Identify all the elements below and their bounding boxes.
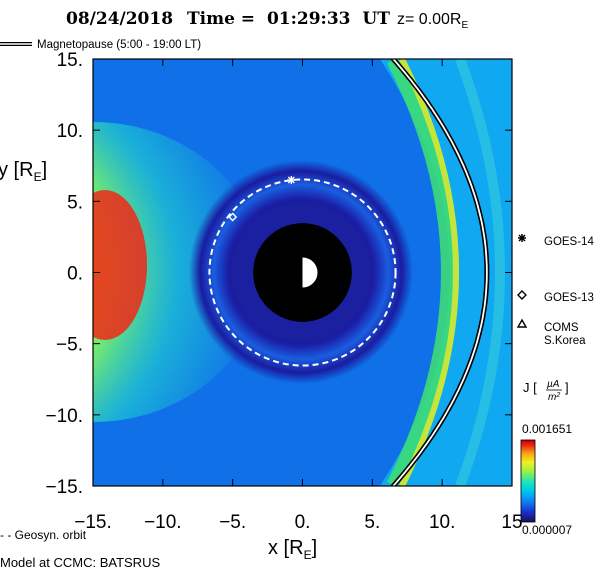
y-tick-label: 10. [57, 121, 83, 142]
geosyn-orbit-circle [208, 178, 397, 367]
field-magnetopause-band [386, 59, 459, 486]
colorbar-min: 0.000007 [522, 523, 572, 537]
diamond-icon [517, 290, 527, 300]
colorbar-label: J [ [523, 380, 537, 395]
magnetopause-line-inner [392, 59, 488, 486]
asterisk-icon [518, 234, 526, 242]
legend-coms: COMS S.Korea [516, 318, 586, 347]
y-tick-label: −15. [45, 477, 83, 498]
x-tick-label: −15. [74, 512, 112, 533]
earth-icon [286, 256, 319, 289]
colorbar-unit-den: m2 [548, 392, 560, 403]
y-tick-label: −10. [45, 406, 83, 427]
model-credit: Model at CCMC: BATSRUS [0, 555, 160, 570]
title-time-label: Time = [187, 9, 255, 29]
magnetopause-legend: Magnetopause (5:00 - 19:00 LT) [0, 39, 201, 51]
title-z: z= 0.00RE [397, 11, 468, 31]
y-axis-label: y [RE] [0, 159, 47, 184]
earth-night-side [286, 256, 303, 289]
colorbar-unit-num: µA [547, 379, 560, 390]
chart-title: 08/24/2018 Time = 01:29:33 UT [66, 9, 390, 29]
x-tick-label: 15 [501, 512, 522, 533]
legend-goes-13-label: GOES-13 [544, 292, 594, 304]
legend-goes-14: GOES-14 [518, 234, 594, 248]
legend-coms-label-2: S.Korea [544, 335, 586, 347]
colorbar-max: 0.001651 [522, 422, 572, 436]
x-tick-label: 5. [364, 512, 380, 533]
geosyn-orbit-legend: - - Geosyn. orbit [0, 528, 87, 542]
title-time-value: 01:29:33 [267, 9, 351, 29]
y-tick-label: −5. [56, 335, 83, 356]
satellite-legend: GOES-14 GOES-13 COMS S.Korea [516, 234, 594, 347]
x-tick-label: −5. [219, 512, 246, 533]
colorbar-label-close: ] [565, 380, 569, 395]
y-tick-label: 15. [57, 50, 83, 71]
field-magnetopause-core [399, 59, 459, 486]
y-tick-label: 0. [67, 264, 83, 285]
legend-goes-14-label: GOES-14 [544, 236, 594, 248]
heatmap-field [93, 59, 512, 486]
triangle-icon [516, 318, 528, 328]
field-outer-band [455, 59, 505, 486]
field-sheath-band [380, 59, 512, 486]
goes-14-marker [287, 175, 296, 184]
x-tick-label: 10. [429, 512, 455, 533]
title-time-unit: UT [362, 9, 390, 29]
x-axis-label: x [RE] [268, 537, 317, 562]
colorbar-gradient [520, 439, 536, 523]
legend-coms-label: COMS [544, 322, 579, 334]
colorbar: J [ µA m2 ] 0.001651 0.000007 [520, 379, 572, 537]
legend-goes-13: GOES-13 [517, 290, 594, 304]
goes-13-marker [228, 212, 238, 222]
y-tick-label: 5. [67, 192, 83, 213]
field-dayside-core [93, 190, 147, 340]
x-tick-label: −10. [144, 512, 182, 533]
goes-14-asterisk-stroke [287, 176, 295, 184]
x-axis-ticks: −15. −10. −5. 0. 5. 10. 15 [74, 59, 523, 533]
y-axis-ticks: 15. 10. 5. 0. −5. −10. −15. [45, 50, 512, 498]
magnetopause-label: Magnetopause (5:00 - 19:00 LT) [37, 39, 201, 51]
title-date: 08/24/2018 [66, 9, 173, 29]
x-tick-label: 0. [295, 512, 311, 533]
goes-13-diamond [228, 212, 238, 222]
